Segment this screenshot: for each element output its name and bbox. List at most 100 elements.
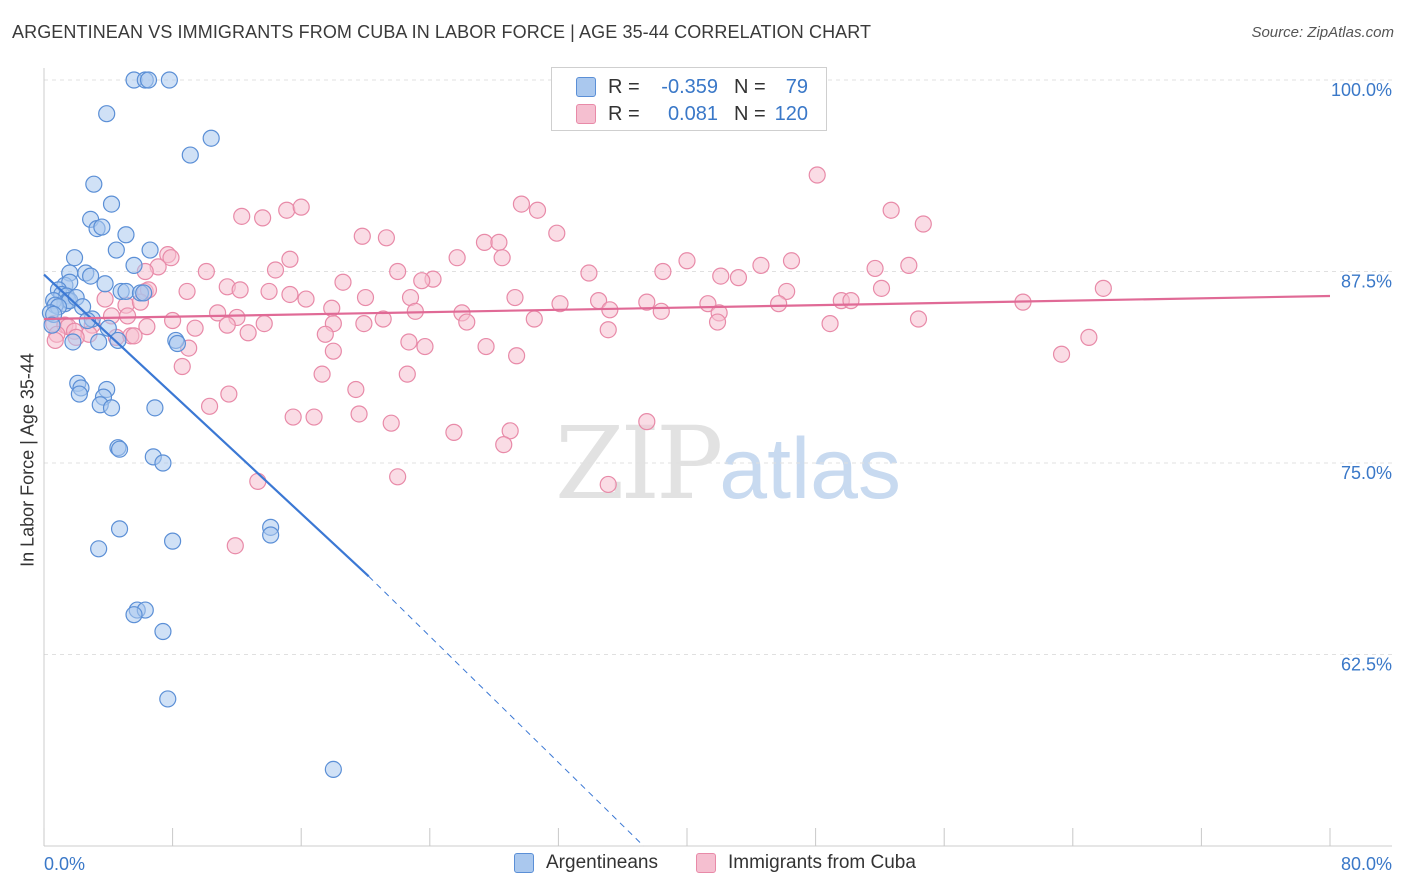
cuba-point (178, 282, 196, 301)
cuba-point (313, 365, 331, 383)
argentinean-trendline (43, 273, 370, 578)
blue-swatch (576, 77, 596, 97)
cuba-point (413, 272, 431, 290)
cuba-point (305, 408, 323, 426)
cuba-point (164, 311, 182, 330)
cuba-point (599, 475, 617, 494)
cuba-point (218, 316, 236, 334)
cuba-point (1052, 345, 1071, 363)
cuba-point (324, 342, 342, 360)
cuba-point (96, 290, 114, 308)
argentinean-point (141, 241, 159, 259)
cuba-point (356, 288, 375, 307)
cuba-point (458, 313, 476, 331)
r-label: R = (608, 75, 640, 98)
cuba-point (231, 281, 249, 299)
argentinean-point (82, 267, 100, 285)
legend-item-argentineans[interactable]: Argentineans (514, 852, 658, 874)
cuba-point (226, 537, 244, 555)
series-legend: Argentineans Immigrants from Cuba (0, 852, 1406, 878)
argentinean-point (146, 399, 164, 417)
cuba-point (821, 314, 839, 333)
cuba-point (501, 422, 519, 440)
cuba-point (316, 325, 334, 343)
y-tick-label: 100.0% (1331, 80, 1392, 100)
cuba-point (347, 380, 365, 399)
cuba-point (1094, 279, 1112, 297)
cuba-point (448, 249, 466, 267)
argentinean-point (324, 760, 342, 779)
legend-item-cuba[interactable]: Immigrants from Cuba (696, 852, 916, 874)
cuba-point (508, 347, 526, 365)
cuba-point (712, 267, 730, 285)
cuba-point (118, 307, 137, 325)
argentinean-point (70, 385, 88, 403)
r-value: -0.359 (661, 75, 718, 98)
cuba-point (914, 215, 932, 233)
argentinean-point (102, 399, 121, 417)
cuba-point (255, 314, 273, 333)
source-label: Source: ZipAtlas.com (1251, 24, 1394, 41)
cuba-point (374, 310, 392, 328)
legend-row-cuba: R = 0.081 N = 120 (576, 101, 808, 127)
cuba-point (281, 250, 299, 268)
blue-swatch (514, 853, 534, 873)
argentinean-point (110, 440, 129, 458)
cuba-point (495, 436, 513, 454)
argentinean-point (117, 226, 135, 244)
correlation-legend: R = -0.359 N = 79 R = 0.081 N = 120 (551, 67, 827, 131)
cuba-point (297, 290, 315, 308)
argentinean-point (139, 71, 158, 89)
argentinean-point (98, 105, 116, 123)
argentinean-point (64, 333, 82, 351)
argentinean-point (135, 284, 153, 302)
cuba-point (278, 201, 296, 219)
cuba-point (778, 282, 796, 301)
argentinean-point (93, 218, 111, 236)
argentinean-point (110, 520, 129, 538)
cuba-point (548, 224, 566, 242)
argentinean-trendline-extension (368, 576, 644, 847)
pink-swatch (576, 104, 596, 124)
cuba-point (200, 397, 219, 415)
cuba-point (254, 209, 272, 227)
cuba-point (528, 201, 547, 219)
argentinean-point (90, 540, 108, 558)
watermark-atlas: atlas (719, 421, 901, 517)
cuba-point (355, 314, 373, 333)
cuba-point (512, 195, 531, 213)
cuba-point (493, 249, 511, 267)
cuba-point (654, 262, 672, 281)
n-label: N = (734, 102, 766, 125)
cuba-point (197, 262, 215, 281)
x-tick-label: 0.0% (44, 854, 85, 874)
argentinean-point (202, 129, 220, 147)
cuba-point (186, 319, 204, 337)
y-axis-label: In Labor Force | Age 35-44 (17, 353, 38, 567)
r-value: 0.081 (667, 102, 718, 125)
argentinean-point (78, 311, 97, 330)
cuba-point (353, 227, 371, 245)
n-value: 79 (785, 75, 808, 98)
cuba-point (292, 198, 310, 216)
argentinean-point (164, 532, 182, 550)
cuba-point (708, 313, 727, 331)
n-label: N = (734, 75, 766, 98)
argentinean-point (125, 606, 143, 624)
cuba-point (249, 472, 267, 490)
cuba-point (173, 357, 191, 376)
cuba-point (260, 282, 278, 301)
cuba-point (477, 337, 495, 356)
cuba-point (678, 252, 696, 270)
y-tick-label: 75.0% (1341, 463, 1392, 483)
argentinean-point (96, 275, 114, 293)
argentinean-point (90, 333, 108, 351)
cuba-point (266, 261, 285, 279)
chart-title: ARGENTINEAN VS IMMIGRANTS FROM CUBA IN L… (12, 22, 872, 42)
cuba-point (138, 318, 156, 336)
cuba-point (808, 166, 826, 184)
argentinean-point (262, 526, 280, 544)
cuba-point (382, 414, 400, 432)
cuba-point (638, 293, 656, 311)
cuba-point (475, 233, 494, 251)
